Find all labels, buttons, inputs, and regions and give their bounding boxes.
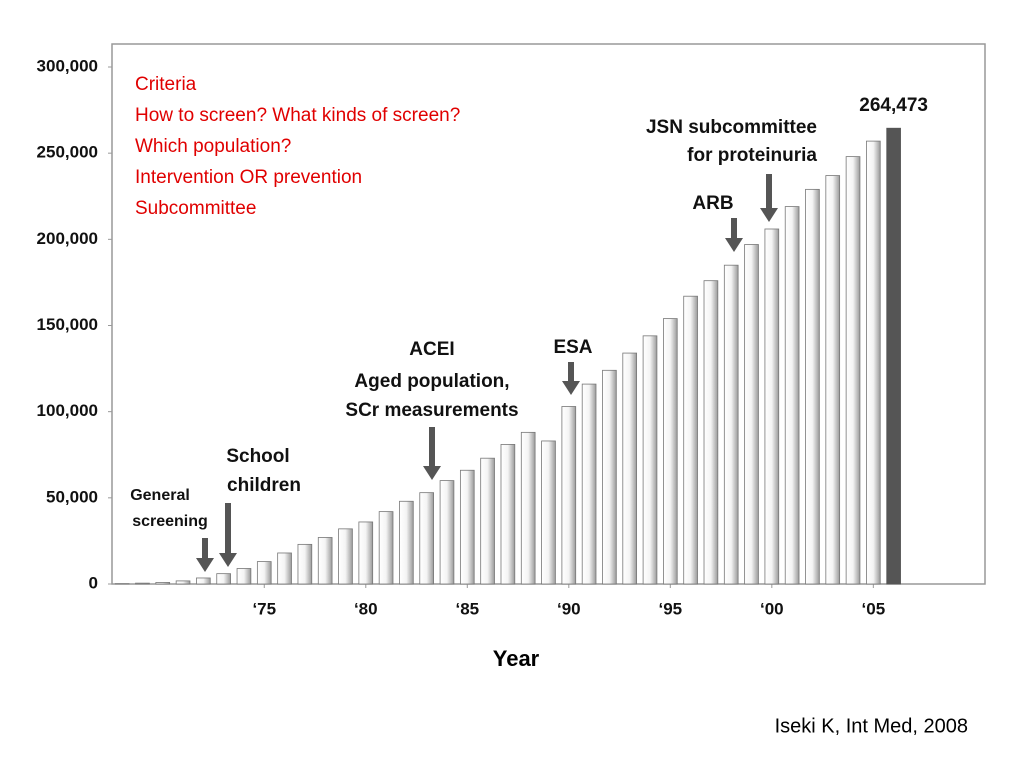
arrows — [196, 174, 778, 572]
bar — [520, 431, 536, 585]
bar — [744, 244, 759, 585]
y-tick-label: 300,000 — [37, 56, 98, 75]
annotation: ACEI — [409, 339, 454, 360]
bar — [886, 127, 901, 585]
bar — [541, 440, 556, 585]
arrow-head — [760, 208, 778, 222]
annotation: School — [226, 446, 289, 467]
arrow-head — [562, 381, 580, 395]
bar — [764, 228, 780, 585]
x-axis-label: Year — [493, 646, 540, 671]
x-tick-label: ‘90 — [557, 599, 581, 618]
arrow-shaft — [429, 427, 435, 468]
x-tick-label: ‘00 — [760, 599, 784, 618]
arrow-head — [196, 558, 214, 572]
annotation: JSN subcommittee — [646, 117, 817, 138]
y-tick-label: 250,000 — [37, 143, 98, 162]
annotation: ARB — [692, 193, 733, 214]
bar — [175, 580, 191, 585]
bar — [399, 500, 414, 585]
annotation: Intervention OR prevention — [135, 167, 362, 188]
annotation: Criteria — [135, 74, 197, 95]
bar — [155, 582, 171, 585]
annotation: ESA — [553, 337, 592, 358]
annotation: How to screen? What kinds of screen? — [135, 105, 460, 126]
x-tick-label: ‘80 — [354, 599, 378, 618]
bar — [480, 457, 495, 585]
bar — [683, 295, 698, 585]
annotation: Aged population, — [354, 371, 509, 392]
bar — [317, 537, 333, 585]
bar — [561, 406, 577, 585]
bar — [439, 480, 455, 585]
arrow-head — [725, 238, 743, 252]
bar — [723, 264, 739, 585]
bar — [297, 543, 313, 585]
y-tick-label: 200,000 — [37, 229, 98, 248]
y-tick-label: 150,000 — [37, 315, 98, 334]
y-tick-label: 100,000 — [37, 401, 98, 420]
x-tick-label: ‘75 — [252, 599, 276, 618]
source: Iseki K, Int Med, 2008 — [775, 715, 968, 737]
annotation: General — [130, 487, 190, 504]
bar — [622, 352, 638, 585]
annotation: screening — [132, 513, 208, 530]
bar — [419, 492, 434, 585]
bar — [602, 369, 617, 585]
arrow-head — [423, 466, 441, 480]
y-tick-label: 50,000 — [46, 487, 98, 506]
x-tick-label: ‘95 — [658, 599, 682, 618]
bar — [642, 335, 658, 585]
bar — [256, 561, 272, 585]
bar — [845, 156, 861, 585]
y-tick-label: 0 — [89, 573, 98, 592]
bar — [135, 582, 150, 585]
bar — [459, 469, 475, 585]
annotation: Which population? — [135, 136, 291, 157]
bar — [500, 444, 516, 585]
bar — [358, 521, 374, 585]
bar — [805, 188, 820, 585]
arrow-head — [219, 553, 237, 567]
x-tick-label: ‘05 — [862, 599, 886, 618]
annotation: for proteinuria — [687, 145, 817, 166]
bar — [866, 140, 881, 585]
value-label: 264,473 — [859, 95, 928, 116]
bar — [784, 206, 800, 585]
annotation: Subcommittee — [135, 198, 256, 219]
bar — [581, 383, 597, 585]
bar — [196, 577, 211, 585]
bar — [338, 528, 353, 585]
arrow-shaft — [731, 218, 737, 240]
arrow-shaft — [766, 174, 772, 210]
x-tick-label: ‘85 — [455, 599, 479, 618]
bar — [663, 318, 678, 585]
bar — [703, 280, 719, 585]
annotation: SCr measurements — [345, 400, 518, 421]
arrow-shaft — [202, 538, 208, 560]
arrow-shaft — [225, 503, 231, 555]
bar — [825, 175, 841, 585]
bar — [216, 573, 231, 585]
bar — [236, 568, 252, 585]
bar — [378, 511, 394, 585]
arrow-shaft — [568, 362, 574, 383]
bar — [277, 552, 292, 585]
annotation: children — [227, 475, 301, 496]
